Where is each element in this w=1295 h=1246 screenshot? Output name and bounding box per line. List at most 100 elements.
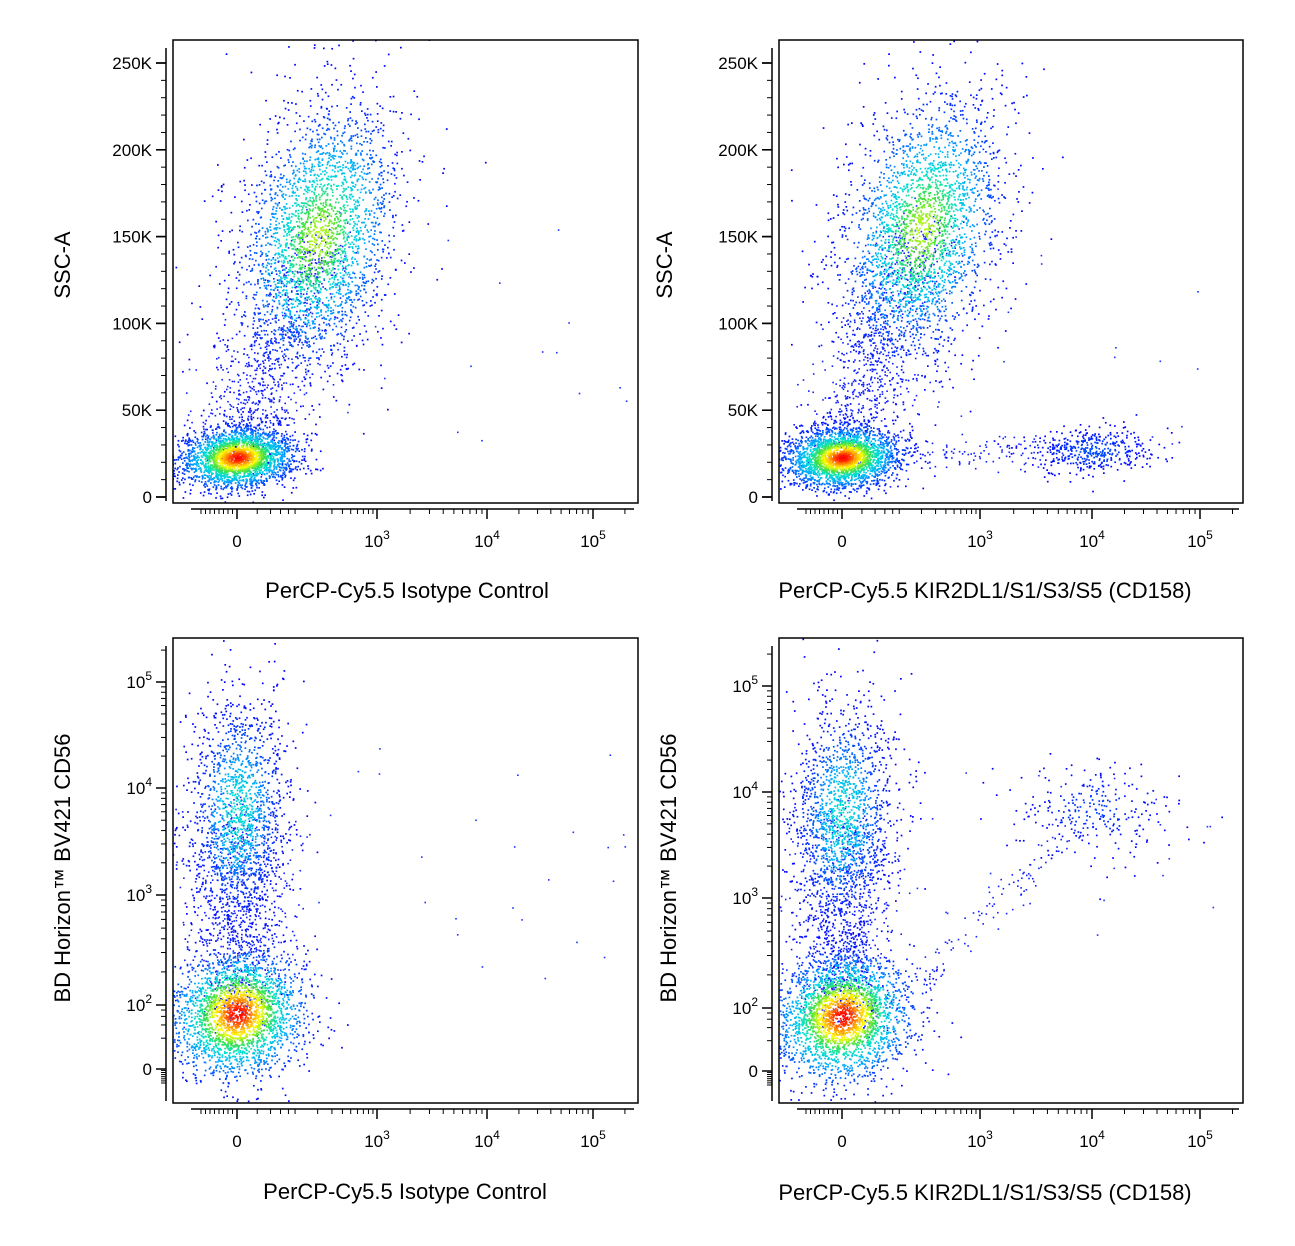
scatter-point — [267, 340, 269, 343]
scatter-point — [280, 282, 283, 285]
scatter-point — [262, 394, 264, 397]
scatter-point — [307, 465, 309, 467]
scatter-point — [217, 474, 220, 476]
scatter-point — [335, 233, 338, 236]
scatter-point — [268, 435, 271, 438]
scatter-point — [216, 458, 218, 461]
scatter-point — [256, 467, 259, 469]
scatter-point — [321, 329, 324, 332]
scatter-point — [261, 397, 264, 399]
scatter-point — [296, 352, 299, 355]
scatter-point — [224, 453, 227, 455]
scatter-point — [226, 474, 229, 477]
scatter-point — [281, 442, 284, 445]
scatter-point — [236, 479, 239, 482]
scatter-point — [182, 436, 184, 439]
scatter-point — [208, 488, 211, 490]
scatter-point — [205, 454, 208, 456]
scatter-point — [380, 30, 382, 32]
scatter-point — [366, 117, 368, 119]
scatter-point — [307, 315, 309, 317]
scatter-point — [193, 430, 195, 432]
scatter-point — [218, 458, 221, 460]
scatter-point — [331, 222, 334, 225]
scatter-point — [260, 180, 263, 183]
scatter-point — [253, 385, 255, 388]
scatter-point — [211, 412, 214, 415]
scatter-point — [274, 349, 277, 351]
scatter-point — [252, 317, 255, 319]
scatter-point — [253, 389, 255, 391]
scatter-point — [251, 444, 254, 446]
scatter-point — [226, 388, 228, 391]
scatter-point — [351, 301, 354, 304]
scatter-point — [242, 463, 245, 466]
scatter-point — [376, 239, 378, 241]
scatter-point — [269, 322, 272, 324]
scatter-point — [314, 225, 316, 228]
scatter-point — [279, 378, 281, 381]
scatter-point — [211, 478, 213, 481]
scatter-point — [325, 228, 328, 231]
scatter-point — [267, 457, 270, 459]
scatter-point — [243, 442, 246, 445]
scatter-point — [291, 247, 294, 250]
scatter-point — [329, 256, 332, 258]
scatter-point — [256, 472, 259, 475]
scatter-point — [265, 266, 267, 269]
scatter-point — [218, 437, 221, 439]
scatter-point — [315, 268, 318, 271]
scatter-point — [323, 279, 326, 281]
scatter-point — [219, 448, 221, 450]
scatter-point — [299, 300, 302, 303]
scatter-point — [257, 442, 259, 444]
scatter-point — [203, 434, 205, 437]
scatter-point — [625, 400, 628, 402]
scatter-point — [296, 356, 298, 358]
scatter-point — [215, 480, 217, 483]
scatter-point — [244, 437, 247, 440]
scatter-point — [281, 384, 283, 386]
scatter-point — [219, 495, 222, 498]
scatter-point — [328, 157, 330, 160]
scatter-point — [294, 376, 297, 379]
scatter-point — [321, 236, 323, 238]
scatter-point — [235, 456, 238, 458]
scatter-point — [280, 327, 283, 329]
scatter-point — [331, 252, 334, 254]
scatter-point — [319, 168, 321, 171]
scatter-point — [324, 224, 327, 227]
scatter-point — [330, 345, 332, 347]
scatter-point — [315, 220, 318, 222]
scatter-point — [273, 216, 276, 219]
scatter-point — [297, 299, 300, 302]
scatter-point — [212, 435, 215, 437]
scatter-point — [327, 303, 330, 306]
scatter-point — [223, 477, 226, 480]
scatter-point — [191, 463, 193, 466]
scatter-point — [196, 440, 199, 443]
scatter-point — [335, 325, 338, 328]
scatter-point — [261, 164, 263, 167]
scatter-point — [309, 99, 312, 102]
scatter-point — [261, 227, 264, 229]
scatter-point — [330, 155, 333, 158]
scatter-point — [381, 343, 384, 346]
scatter-point — [231, 447, 234, 450]
scatter-point — [199, 444, 202, 447]
scatter-point — [201, 456, 204, 459]
scatter-point — [365, 301, 368, 304]
scatter-point — [324, 201, 327, 203]
scatter-point — [335, 399, 338, 402]
scatter-point — [295, 235, 297, 238]
scatter-point — [259, 312, 261, 314]
scatter-point — [227, 447, 229, 449]
scatter-point — [281, 433, 283, 435]
scatter-point — [275, 220, 277, 223]
scatter-point — [363, 369, 365, 371]
scatter-point — [362, 159, 365, 162]
scatter-point — [352, 262, 354, 265]
scatter-point — [244, 461, 246, 464]
scatter-point — [210, 493, 212, 495]
